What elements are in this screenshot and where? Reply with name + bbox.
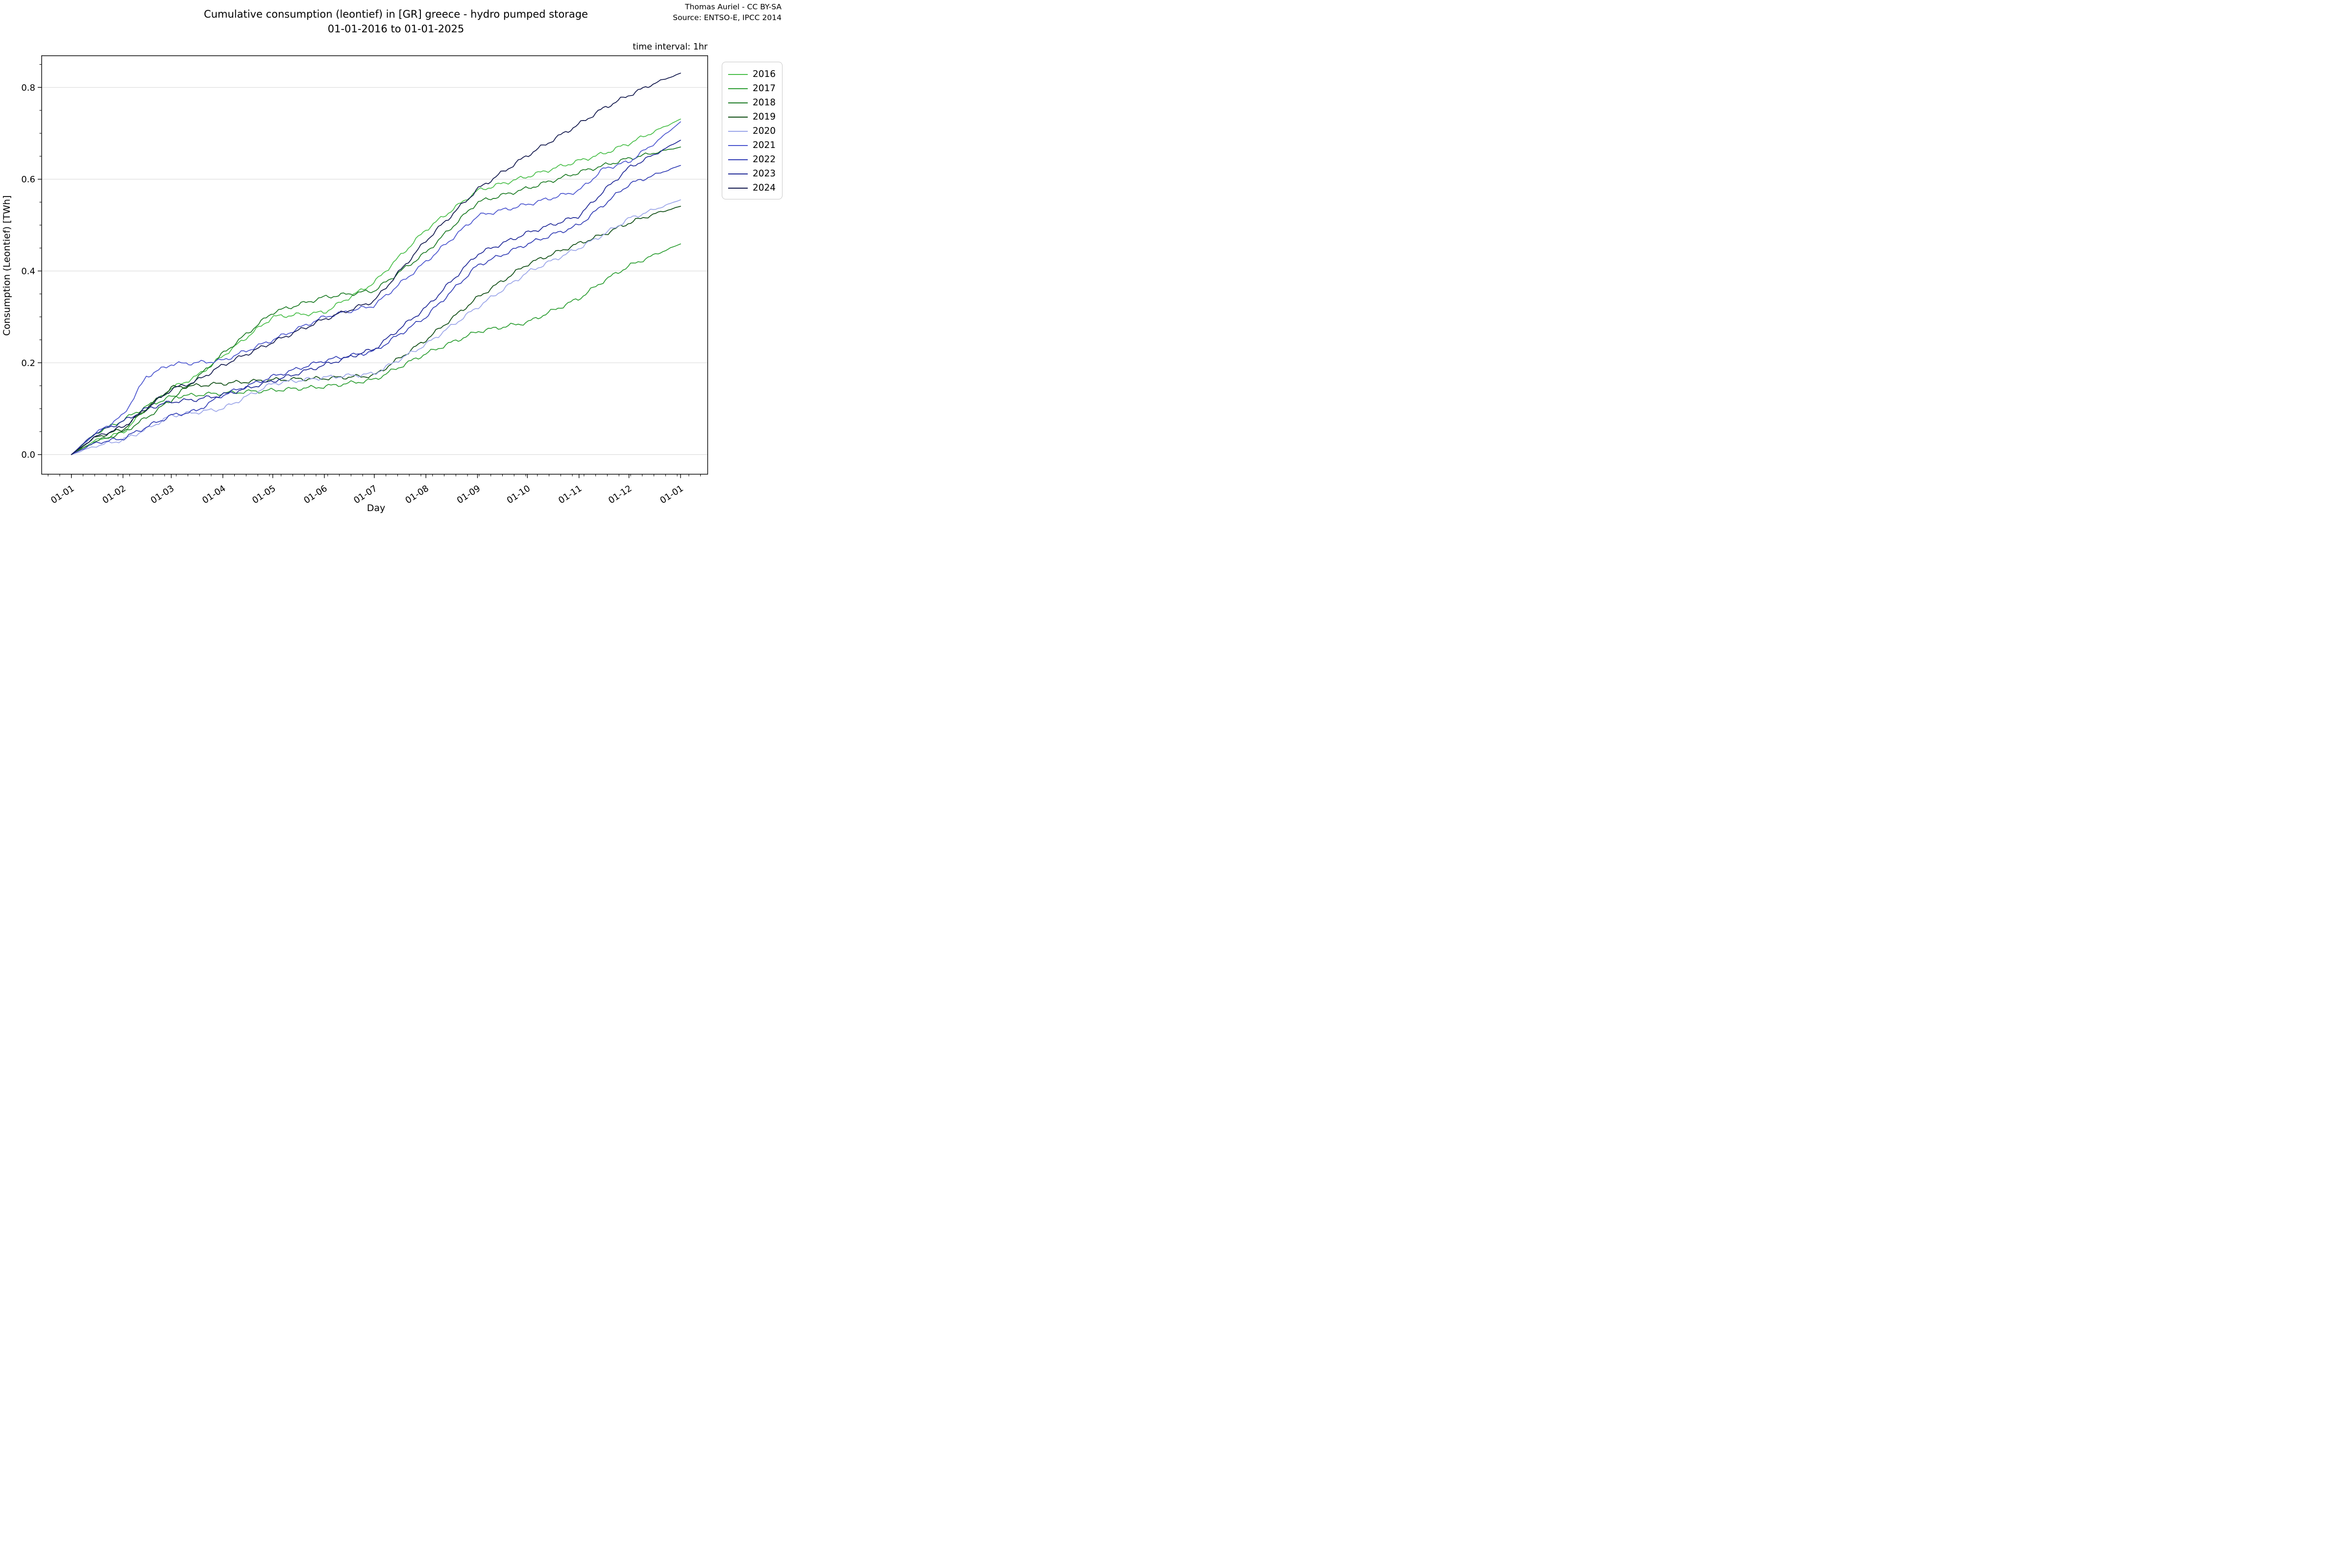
legend-item-2019: 2019 xyxy=(728,110,777,124)
legend-label-2021: 2021 xyxy=(753,140,776,150)
credit-block: Thomas Auriel - CC BY-SA Source: ENTSO-E… xyxy=(673,2,782,23)
x-axis-label: Day xyxy=(367,503,386,514)
legend-swatch-2018 xyxy=(728,102,748,103)
series-line-2024 xyxy=(71,73,681,455)
legend-label-2023: 2023 xyxy=(753,169,776,179)
series-line-2017 xyxy=(71,243,681,455)
legend-item-2023: 2023 xyxy=(728,167,777,181)
series-line-2016 xyxy=(71,119,681,455)
chart-figure: 01-01 01-02 01-03 01-04 01-05 01-06 01-07 01-08… xyxy=(0,0,784,523)
legend-swatch-2020 xyxy=(728,130,748,132)
y-axis-label: Consumption (Leontief) [TWh] xyxy=(1,195,12,336)
series-line-2022 xyxy=(71,165,681,455)
series-line-2018 xyxy=(71,147,681,455)
legend-swatch-2016 xyxy=(728,74,748,75)
legend-item-2020: 2020 xyxy=(728,124,777,138)
legend-label-2019: 2019 xyxy=(753,112,776,122)
legend-item-2018: 2018 xyxy=(728,96,777,110)
legend-item-2017: 2017 xyxy=(728,81,777,96)
legend-label-2017: 2017 xyxy=(753,83,776,94)
legend-item-2024: 2024 xyxy=(728,181,777,195)
credit-author: Thomas Auriel - CC BY-SA xyxy=(685,2,782,11)
series-line-2021 xyxy=(71,121,681,455)
legend-swatch-2023 xyxy=(728,173,748,174)
y-tick-label: 0.4 xyxy=(21,267,35,277)
legend-swatch-2021 xyxy=(728,145,748,146)
legend-label-2020: 2020 xyxy=(753,126,776,136)
legend-swatch-2022 xyxy=(728,159,748,160)
series-line-2020 xyxy=(71,199,681,455)
legend-swatch-2024 xyxy=(728,187,748,189)
interval-note: time interval: 1hr xyxy=(633,42,708,52)
y-tick-label: 0.8 xyxy=(21,83,35,93)
chart-title: Cumulative consumption (leontief) in [GR… xyxy=(8,7,784,37)
chart-title-line2: 01-01-2016 to 01-01-2025 xyxy=(327,23,465,35)
series-line-2019 xyxy=(71,206,681,455)
legend-item-2021: 2021 xyxy=(728,138,777,152)
plot-border xyxy=(41,55,709,475)
chart-title-line1: Cumulative consumption (leontief) in [GR… xyxy=(204,8,588,20)
legend-swatch-2019 xyxy=(728,116,748,118)
y-tick-label: 0.0 xyxy=(21,450,35,460)
legend-label-2022: 2022 xyxy=(753,154,776,165)
legend-item-2022: 2022 xyxy=(728,152,777,167)
credit-source: Source: ENTSO-E, IPCC 2014 xyxy=(673,13,782,22)
legend-label-2016: 2016 xyxy=(753,69,776,79)
legend-label-2024: 2024 xyxy=(753,183,776,193)
legend-label-2018: 2018 xyxy=(753,98,776,108)
legend-item-2016: 2016 xyxy=(728,67,777,81)
series-line-2023 xyxy=(71,140,681,455)
legend: 2016 2017 2018 2019 2020 2021 2022 2023 2024 xyxy=(722,62,783,199)
y-tick-label: 0.6 xyxy=(21,174,35,185)
y-tick-label: 0.2 xyxy=(21,358,35,368)
plot-canvas: 01-01 01-02 01-03 01-04 01-05 01-06 01-07 01-08… xyxy=(21,55,709,506)
legend-swatch-2017 xyxy=(728,88,748,89)
